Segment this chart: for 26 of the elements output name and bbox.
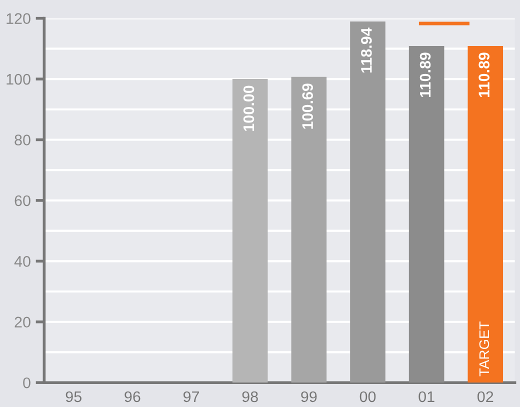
x-tick-label: 98 xyxy=(242,391,258,402)
bar xyxy=(408,46,444,383)
y-tick-label: 60 xyxy=(14,195,30,206)
x-tick-label: 96 xyxy=(124,391,140,402)
x-tick-label: 01 xyxy=(418,391,434,402)
bar xyxy=(468,46,504,383)
y-tick-label: 20 xyxy=(14,316,30,328)
x-tick-label: 02 xyxy=(477,391,494,402)
bar xyxy=(291,76,327,383)
data-label: 100.00 xyxy=(243,86,254,131)
x-tick-label: 99 xyxy=(301,391,317,402)
x-tick-label: 97 xyxy=(183,391,199,402)
y-tick-label: 100 xyxy=(6,74,30,85)
x-tick-label: 95 xyxy=(66,391,82,402)
data-label: 118.94 xyxy=(361,28,372,73)
data-label: 110.89 xyxy=(420,52,431,97)
bar xyxy=(350,22,386,383)
y-tick-label: 120 xyxy=(6,13,30,24)
data-label: 100.69 xyxy=(302,84,314,129)
y-tick-label: 40 xyxy=(14,256,30,267)
annotation: TARGET xyxy=(479,322,490,376)
data-label: 110.89 xyxy=(478,52,490,97)
x-tick-label: 00 xyxy=(360,391,376,402)
y-tick-label: 0 xyxy=(23,377,30,388)
y-tick-label: 80 xyxy=(14,134,30,146)
bar xyxy=(232,79,268,383)
